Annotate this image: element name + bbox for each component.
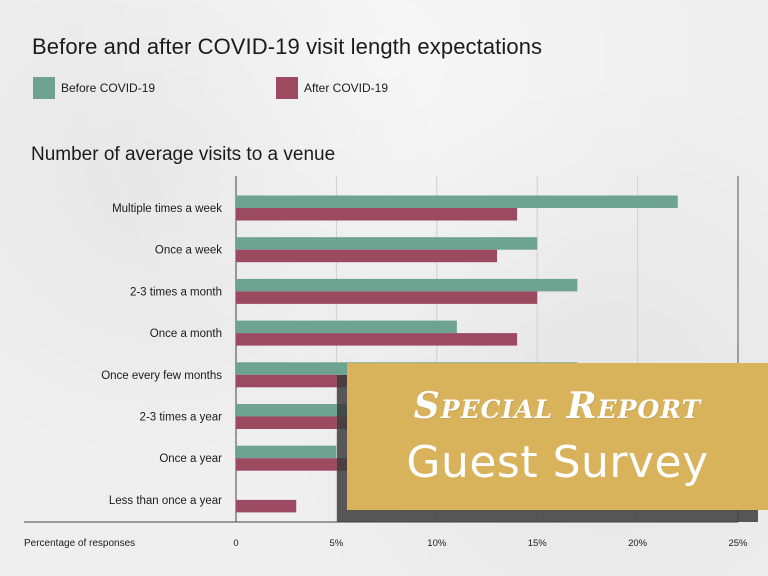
bar-before — [236, 278, 578, 292]
bar-after — [236, 291, 538, 304]
category-label: Once a month — [150, 328, 222, 340]
bar-after — [236, 249, 498, 263]
x-tick-label: 15% — [528, 538, 548, 549]
banner-subheading: Guest Survey — [406, 437, 709, 488]
bar-after — [236, 499, 297, 513]
x-tick-label: 0 — [233, 538, 238, 549]
category-label: Less than once a year — [109, 495, 222, 507]
category-label: Once a year — [159, 453, 222, 465]
legend-label-after: After COVID-19 — [304, 81, 389, 95]
category-label: 2-3 times a year — [140, 412, 223, 424]
category-label: Once every few months — [101, 370, 222, 382]
category-label: 2-3 times a month — [130, 286, 222, 298]
bar-after — [236, 333, 518, 346]
x-tick-label: 20% — [628, 538, 648, 549]
bar-before — [236, 195, 678, 208]
category-label: Multiple times a week — [112, 203, 222, 215]
legend-swatch-after — [276, 77, 298, 99]
legend-swatch-before — [33, 77, 55, 99]
page-title: Before and after COVID-19 visit length e… — [32, 34, 543, 59]
chart-title: Number of average visits to a venue — [31, 144, 336, 165]
legend-item-before: Before COVID-19 — [33, 77, 155, 99]
banner-heading: Special Report — [413, 385, 702, 427]
legend-item-after: After COVID-19 — [276, 77, 388, 99]
x-tick-label: 25% — [728, 538, 748, 549]
legend: Before COVID-19 After COVID-19 — [33, 77, 433, 103]
category-label: Once a week — [155, 245, 222, 257]
bar-after — [236, 208, 518, 221]
x-tick-label: 5% — [330, 538, 344, 549]
special-report-banner: Special Report Guest Survey — [347, 363, 768, 510]
bar-before — [236, 237, 538, 250]
bar-before — [236, 445, 337, 459]
legend-label-before: Before COVID-19 — [61, 81, 156, 95]
x-axis-title: Percentage of responses — [24, 538, 135, 549]
x-tick-label: 10% — [427, 538, 447, 549]
bar-before — [236, 320, 457, 334]
